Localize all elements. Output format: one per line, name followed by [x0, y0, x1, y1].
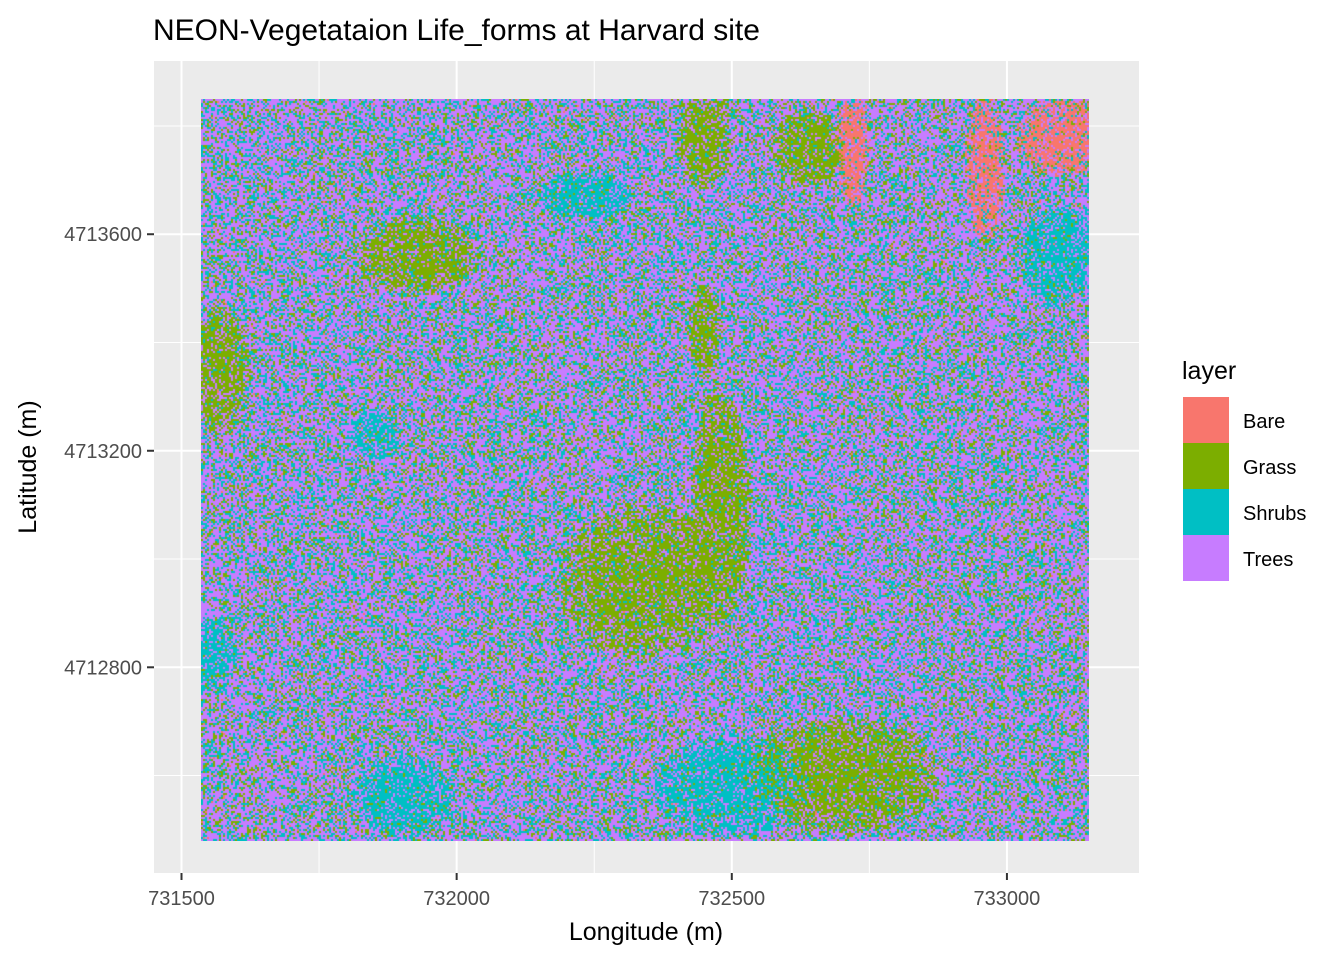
plot-panel: [154, 61, 1139, 873]
legend-key-shrubs: [1183, 489, 1229, 535]
legend-label-trees: Trees: [1243, 549, 1293, 571]
vegetation-raster: [200, 98, 1090, 841]
y-tick-label: 4712800: [64, 657, 142, 679]
legend-label-bare: Bare: [1243, 411, 1285, 433]
y-tick-label: 4713200: [64, 441, 142, 463]
raster-canvas: [200, 98, 1090, 841]
legend-key-trees: [1183, 535, 1229, 581]
legend: layer Bare Grass Shrubs Trees: [1182, 357, 1306, 581]
legend-key-bare: [1183, 397, 1229, 443]
x-tick-label: 732500: [698, 888, 765, 910]
legend-label-grass: Grass: [1243, 457, 1296, 479]
legend-title: layer: [1182, 357, 1236, 385]
x-tick-label: 732000: [423, 888, 490, 910]
y-axis-title: Latitude (m): [14, 400, 42, 533]
y-tick-label: 4713600: [64, 224, 142, 246]
x-tick-label: 731500: [148, 888, 215, 910]
raster-image: [200, 98, 1090, 841]
x-tick-label: 733000: [974, 888, 1041, 910]
legend-items: Bare Grass Shrubs Trees: [1183, 397, 1306, 581]
y-axis: 4712800 4713200 4713600: [64, 224, 154, 679]
chart-title: NEON-Vegetataion Life_forms at Harvard s…: [153, 14, 760, 47]
x-axis: 731500 732000 732500 733000: [148, 873, 1040, 910]
legend-key-grass: [1183, 443, 1229, 489]
legend-label-shrubs: Shrubs: [1243, 503, 1306, 525]
x-axis-title: Longitude (m): [569, 918, 723, 946]
